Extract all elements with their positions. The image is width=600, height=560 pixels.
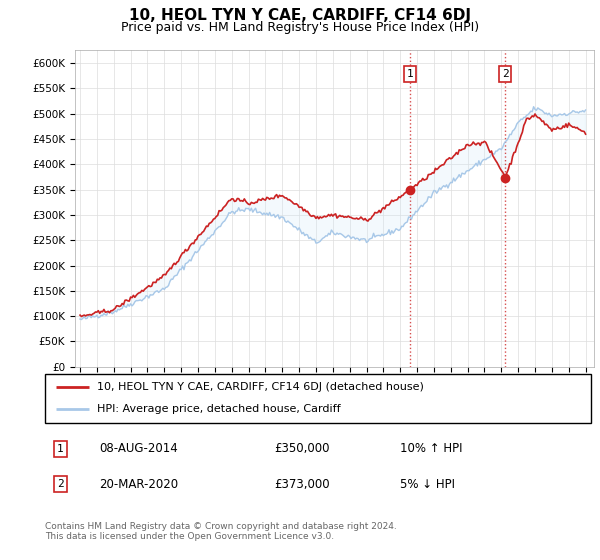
Text: £373,000: £373,000: [274, 478, 330, 491]
Text: 10% ↑ HPI: 10% ↑ HPI: [400, 442, 463, 455]
Text: 1: 1: [407, 69, 414, 79]
Text: 20-MAR-2020: 20-MAR-2020: [100, 478, 179, 491]
Text: Contains HM Land Registry data © Crown copyright and database right 2024.
This d: Contains HM Land Registry data © Crown c…: [45, 522, 397, 542]
Text: 10, HEOL TYN Y CAE, CARDIFF, CF14 6DJ: 10, HEOL TYN Y CAE, CARDIFF, CF14 6DJ: [129, 8, 471, 24]
Text: Price paid vs. HM Land Registry's House Price Index (HPI): Price paid vs. HM Land Registry's House …: [121, 21, 479, 34]
Text: HPI: Average price, detached house, Cardiff: HPI: Average price, detached house, Card…: [97, 404, 340, 414]
Text: 08-AUG-2014: 08-AUG-2014: [100, 442, 178, 455]
Text: 10, HEOL TYN Y CAE, CARDIFF, CF14 6DJ (detached house): 10, HEOL TYN Y CAE, CARDIFF, CF14 6DJ (d…: [97, 382, 424, 392]
Text: £350,000: £350,000: [274, 442, 330, 455]
Text: 2: 2: [57, 479, 64, 489]
Text: 1: 1: [57, 444, 64, 454]
Text: 2: 2: [502, 69, 508, 79]
Text: 5% ↓ HPI: 5% ↓ HPI: [400, 478, 455, 491]
